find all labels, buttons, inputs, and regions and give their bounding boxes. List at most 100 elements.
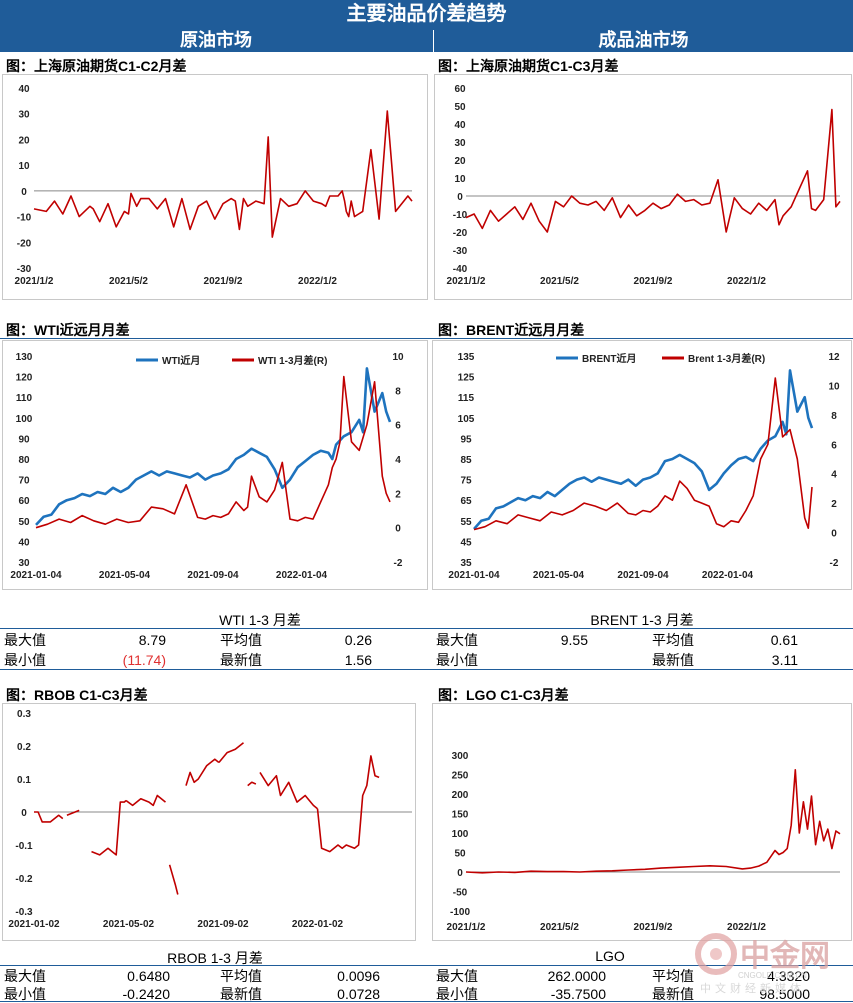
y-tick-label: 30 — [18, 110, 30, 121]
x-tick-label: 2021-01-04 — [448, 570, 500, 581]
divider — [0, 28, 853, 30]
legend-label: WTI 1-3月差(R) — [258, 354, 327, 367]
watermark-tagline: 中文财经新媒体 — [700, 981, 805, 995]
series-line-brent-1 — [473, 377, 813, 531]
y2-tick-label: 2 — [831, 499, 837, 510]
x-tick-label: 2021/5/2 — [540, 276, 579, 287]
stat-label: 最新值 — [220, 652, 262, 668]
x-tick-label: 2021-09-02 — [197, 919, 249, 930]
series-line-rbob-0 — [185, 758, 220, 786]
divider — [0, 1001, 853, 1002]
chart-title-rbob: 图：RBOB C1-C3月差 — [6, 687, 148, 703]
y-tick-label: 0.1 — [17, 775, 31, 786]
legend-label: WTI近月 — [162, 354, 200, 367]
stat-label: 最大值 — [436, 632, 478, 648]
y-tick-label: 250 — [452, 771, 469, 782]
y-tick-label: 10 — [18, 161, 30, 172]
chart-title-sc12: 图：上海原油期货C1-C2月差 — [6, 58, 187, 74]
series-line-brent-0 — [473, 369, 814, 530]
divider — [432, 669, 853, 670]
x-tick-label: 2022/1/2 — [727, 276, 766, 287]
y2-tick-label: 8 — [831, 411, 837, 422]
y-tick-label: 30 — [18, 558, 30, 569]
divider — [0, 669, 432, 670]
chart-box-sc13 — [434, 74, 852, 300]
x-tick-label: 2022/1/2 — [727, 922, 766, 933]
stats-title-lgo: LGO — [595, 948, 625, 964]
watermark-logo: 中金网 CNGOLD.COM.CN 中文财经新媒体 — [690, 926, 840, 996]
stat-label: 最小值 — [4, 986, 46, 1002]
legend-label: BRENT近月 — [582, 352, 636, 365]
stat-value-latest: 3.11 — [771, 652, 798, 668]
stat-value-min: -35.7500 — [550, 986, 606, 1002]
y-tick-label: -30 — [453, 246, 468, 257]
divider — [431, 28, 433, 52]
series-line-rbob-0 — [259, 771, 319, 810]
watermark-sub: CNGOLD.COM.CN — [738, 971, 807, 980]
stat-label: 最小值 — [4, 652, 46, 668]
chart-box-wti — [2, 340, 428, 590]
stat-value-avg: 4.3320 — [767, 968, 810, 984]
stat-label: 最小值 — [436, 652, 478, 668]
y-tick-label: -10 — [453, 210, 468, 221]
chart-box-lgo — [432, 703, 852, 941]
y-tick-label: 20 — [454, 156, 466, 167]
chart-box-sc12 — [2, 74, 428, 300]
stat-value-max: 0.6480 — [127, 968, 170, 984]
x-tick-label: 2021/9/2 — [204, 276, 243, 287]
y-tick-label: 50 — [454, 849, 466, 860]
logo-dot-icon — [710, 948, 722, 960]
series-line-rbob-0 — [91, 799, 127, 856]
y-tick-label: 95 — [460, 434, 472, 445]
y2-tick-label: -2 — [394, 558, 403, 569]
stat-label: 最大值 — [4, 968, 46, 984]
y2-tick-label: 4 — [831, 470, 837, 481]
y-tick-label: 75 — [460, 476, 472, 487]
stat-value-max: 262.0000 — [547, 968, 606, 984]
divider — [0, 628, 432, 629]
y-tick-label: 100 — [452, 829, 469, 840]
stat-value-max: 8.79 — [138, 632, 166, 648]
divider — [432, 965, 853, 966]
chart-title-lgo: 图：LGO C1-C3月差 — [438, 687, 569, 703]
y-tick-label: 0.2 — [17, 742, 31, 753]
stat-value-avg: 0.0096 — [337, 968, 380, 984]
y-tick-label: 130 — [16, 352, 33, 363]
y2-tick-label: 0 — [395, 524, 401, 535]
y-tick-label: 80 — [18, 455, 30, 466]
y-tick-label: 50 — [18, 517, 30, 528]
y2-tick-label: 6 — [831, 440, 837, 451]
chart-title-sc13: 图：上海原油期货C1-C3月差 — [438, 58, 619, 74]
divider — [432, 628, 853, 629]
x-tick-label: 2022-01-04 — [276, 570, 328, 581]
y-tick-label: 65 — [460, 496, 472, 507]
section-crude: 原油市场 — [0, 28, 432, 52]
x-tick-label: 2021-01-04 — [10, 570, 62, 581]
y-tick-label: -20 — [453, 228, 468, 239]
stat-label: 最新值 — [220, 986, 262, 1002]
series-line-rbob-0 — [316, 755, 380, 853]
y2-tick-label: 2 — [395, 489, 401, 500]
x-tick-label: 2021-05-04 — [99, 570, 151, 581]
series-line-sc13-0 — [465, 108, 841, 233]
y-tick-label: 105 — [458, 414, 475, 425]
y-tick-label: 200 — [452, 790, 469, 801]
divider — [0, 965, 432, 966]
y2-tick-label: 8 — [395, 386, 401, 397]
y-tick-label: -0.3 — [15, 907, 33, 918]
y2-tick-label: 12 — [828, 352, 840, 363]
series-line-rbob-0 — [218, 742, 245, 764]
page-banner: 主要油品价差趋势 — [0, 0, 853, 28]
y-tick-label: -30 — [17, 264, 32, 275]
stats-title-brent: BRENT 1-3 月差 — [590, 612, 694, 628]
y-tick-label: 125 — [458, 373, 475, 384]
y-tick-label: 50 — [454, 102, 466, 113]
x-tick-label: 2021-09-04 — [187, 570, 239, 581]
divider — [0, 338, 853, 339]
watermark-brand: 中金网 — [740, 939, 830, 973]
stat-value-latest: 98.5000 — [759, 986, 810, 1002]
y-tick-label: 115 — [458, 393, 475, 404]
y-tick-label: 45 — [460, 537, 472, 548]
y-tick-label: 40 — [18, 537, 30, 548]
